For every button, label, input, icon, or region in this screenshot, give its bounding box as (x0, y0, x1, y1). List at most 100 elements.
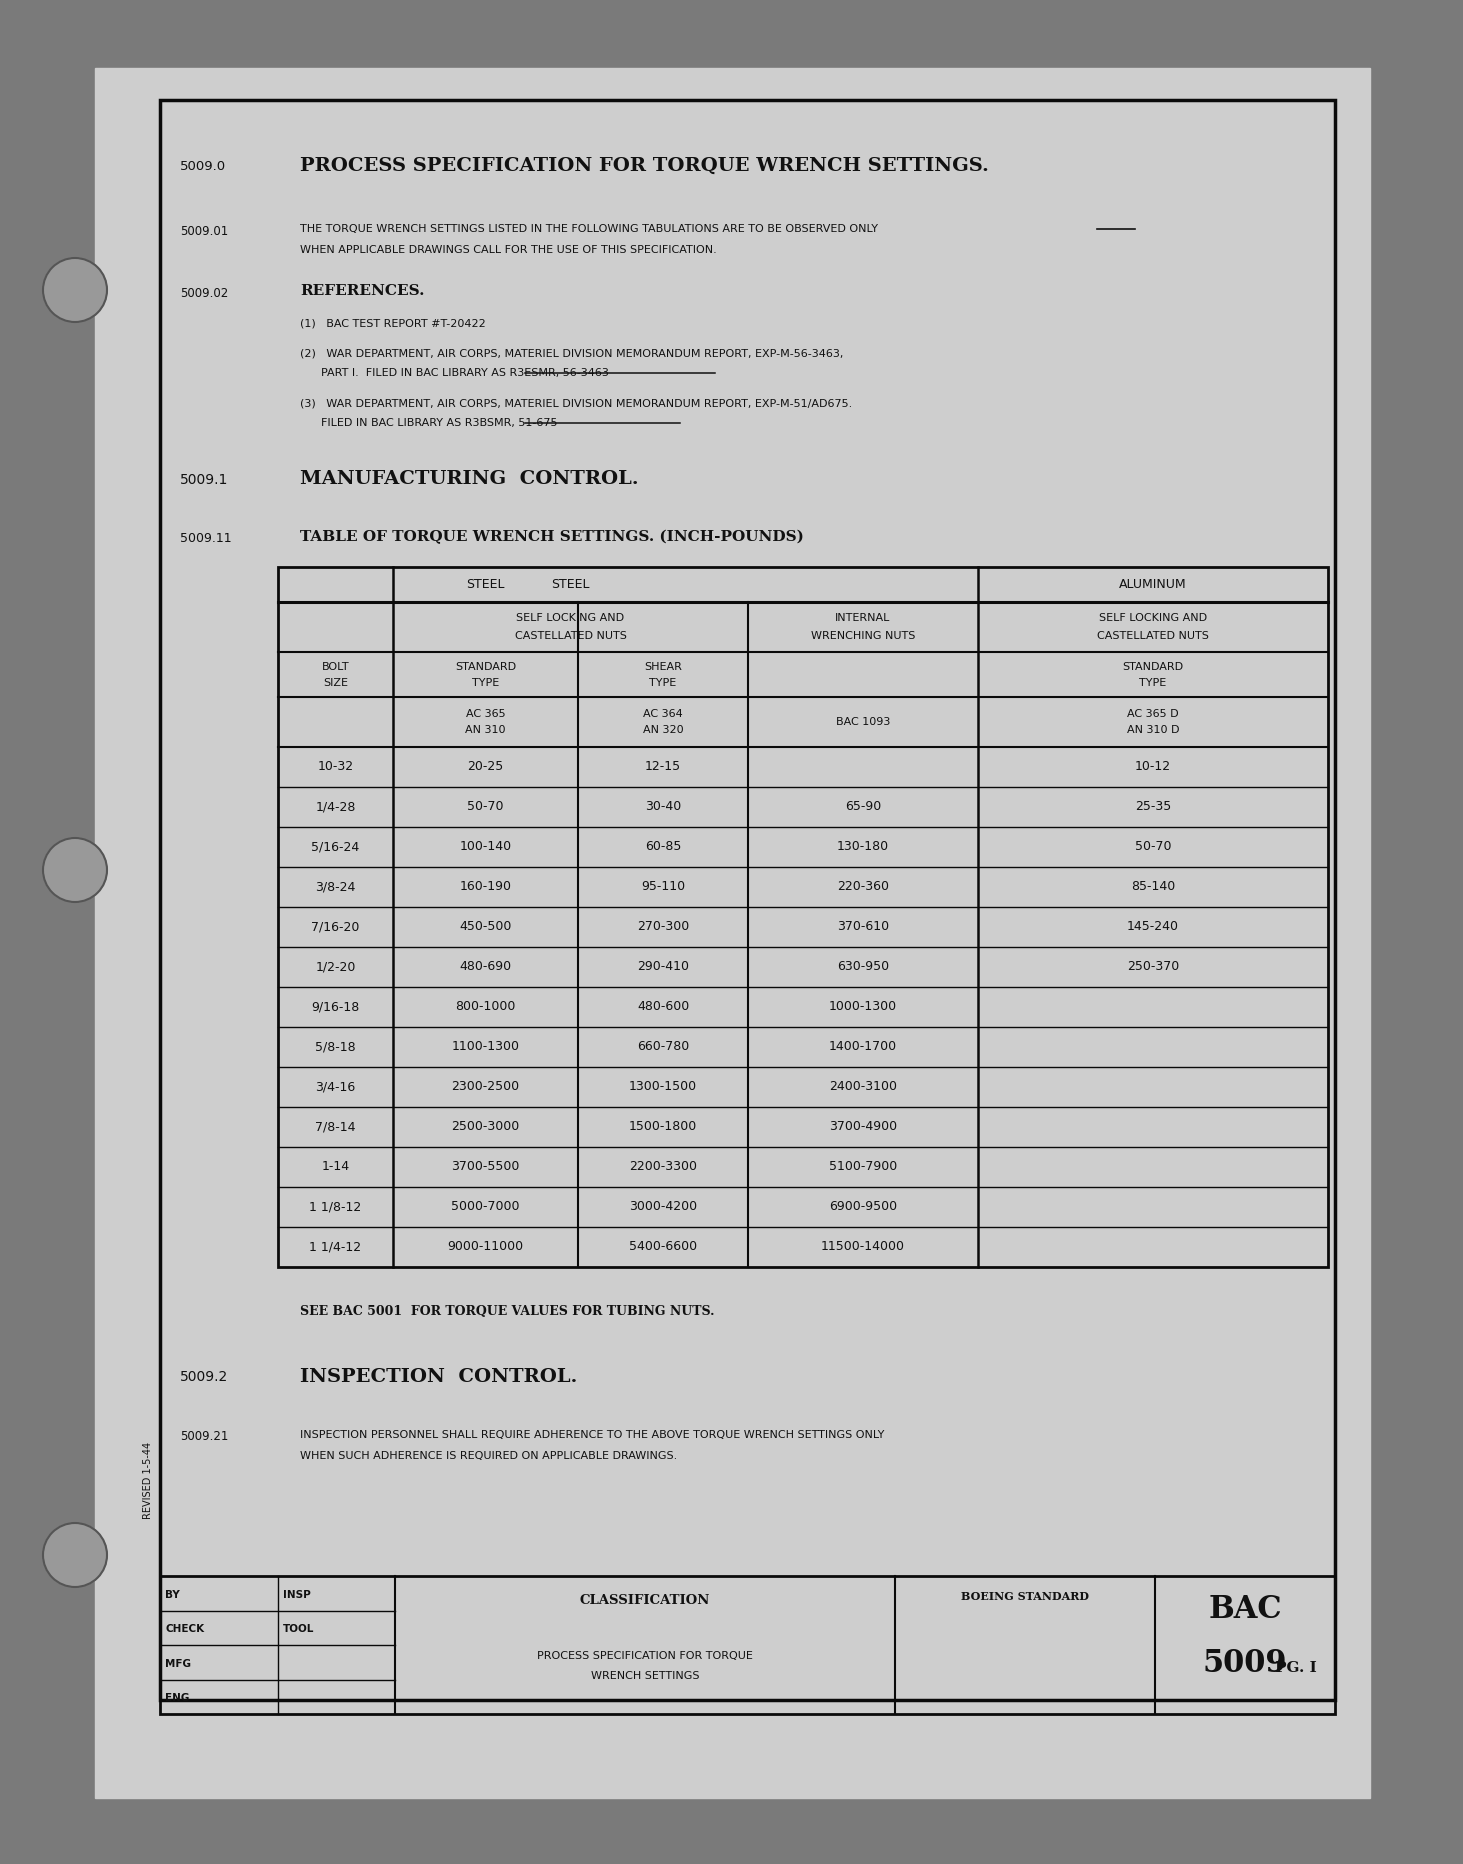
Bar (159, 1575, 1336, 1715)
Text: PROCESS SPECIFICATION FOR TORQUE WRENCH SETTINGS.: PROCESS SPECIFICATION FOR TORQUE WRENCH … (300, 157, 989, 175)
Text: 12-15: 12-15 (645, 761, 682, 774)
Text: TYPE: TYPE (473, 677, 499, 688)
Text: 270-300: 270-300 (636, 921, 689, 934)
Text: 1-14: 1-14 (322, 1161, 350, 1174)
Text: 85-140: 85-140 (1131, 880, 1175, 893)
Text: 660-780: 660-780 (636, 1040, 689, 1053)
Text: 5009.1: 5009.1 (180, 473, 228, 487)
Text: STANDARD: STANDARD (455, 662, 516, 671)
Text: BOEING STANDARD: BOEING STANDARD (961, 1592, 1088, 1601)
Text: CHECK: CHECK (165, 1624, 205, 1635)
Text: STEEL: STEEL (552, 578, 590, 591)
Text: MFG: MFG (165, 1659, 192, 1668)
Text: 5/8-18: 5/8-18 (315, 1040, 356, 1053)
Text: 480-600: 480-600 (636, 1001, 689, 1014)
Text: (3)   WAR DEPARTMENT, AIR CORPS, MATERIEL DIVISION MEMORANDUM REPORT, EXP-M-51/A: (3) WAR DEPARTMENT, AIR CORPS, MATERIEL … (300, 399, 853, 408)
Text: 160-190: 160-190 (459, 880, 512, 893)
Circle shape (42, 257, 107, 322)
Text: TYPE: TYPE (1140, 677, 1166, 688)
Text: TABLE OF TORQUE WRENCH SETTINGS. (INCH-POUNDS): TABLE OF TORQUE WRENCH SETTINGS. (INCH-P… (300, 529, 803, 544)
Text: 1 1/4-12: 1 1/4-12 (310, 1241, 361, 1253)
Text: SHEAR: SHEAR (644, 662, 682, 671)
Text: 5100-7900: 5100-7900 (830, 1161, 897, 1174)
Bar (159, 101, 1336, 1700)
Text: 3700-5500: 3700-5500 (451, 1161, 519, 1174)
Text: 5009.2: 5009.2 (180, 1370, 228, 1383)
Text: 145-240: 145-240 (1127, 921, 1179, 934)
Text: WHEN SUCH ADHERENCE IS REQUIRED ON APPLICABLE DRAWINGS.: WHEN SUCH ADHERENCE IS REQUIRED ON APPLI… (300, 1450, 677, 1461)
Text: 1000-1300: 1000-1300 (830, 1001, 897, 1014)
Text: ENG: ENG (165, 1693, 189, 1704)
Circle shape (42, 1523, 107, 1586)
Text: 50-70: 50-70 (467, 800, 503, 813)
Text: 50-70: 50-70 (1135, 841, 1172, 854)
Text: 25-35: 25-35 (1135, 800, 1170, 813)
Text: 2300-2500: 2300-2500 (452, 1081, 519, 1094)
Text: TOOL: TOOL (282, 1624, 315, 1635)
Text: 220-360: 220-360 (837, 880, 890, 893)
Bar (278, 567, 1328, 1268)
Text: THE TORQUE WRENCH SETTINGS LISTED IN THE FOLLOWING TABULATIONS ARE TO BE OBSERVE: THE TORQUE WRENCH SETTINGS LISTED IN THE… (300, 224, 878, 235)
Bar (95, 67, 1369, 1799)
Text: 9/16-18: 9/16-18 (312, 1001, 360, 1014)
Text: 5009.21: 5009.21 (180, 1430, 228, 1443)
Text: 5009.0: 5009.0 (180, 160, 227, 173)
Text: PG. I: PG. I (1274, 1661, 1317, 1676)
Text: AN 310: AN 310 (465, 725, 506, 734)
Text: 20-25: 20-25 (467, 761, 503, 774)
Text: INSP: INSP (282, 1590, 310, 1599)
Text: 3700-4900: 3700-4900 (830, 1120, 897, 1133)
Text: REVISED 1-5-44: REVISED 1-5-44 (143, 1441, 154, 1519)
Text: 3000-4200: 3000-4200 (629, 1200, 696, 1213)
Text: FILED IN BAC LIBRARY AS R3BSMR, 51-675: FILED IN BAC LIBRARY AS R3BSMR, 51-675 (300, 418, 557, 429)
Text: 1/2-20: 1/2-20 (316, 960, 356, 973)
Text: TYPE: TYPE (650, 677, 676, 688)
Text: 130-180: 130-180 (837, 841, 890, 854)
Text: 65-90: 65-90 (844, 800, 881, 813)
Text: 60-85: 60-85 (645, 841, 682, 854)
Text: 250-370: 250-370 (1127, 960, 1179, 973)
Text: INSPECTION PERSONNEL SHALL REQUIRE ADHERENCE TO THE ABOVE TORQUE WRENCH SETTINGS: INSPECTION PERSONNEL SHALL REQUIRE ADHER… (300, 1430, 884, 1441)
Text: 480-690: 480-690 (459, 960, 512, 973)
Text: 5000-7000: 5000-7000 (451, 1200, 519, 1213)
Text: 1400-1700: 1400-1700 (830, 1040, 897, 1053)
Text: 7/16-20: 7/16-20 (312, 921, 360, 934)
Text: AC 365 D: AC 365 D (1127, 708, 1179, 720)
Text: 800-1000: 800-1000 (455, 1001, 515, 1014)
Text: WRENCHING NUTS: WRENCHING NUTS (811, 632, 916, 641)
Text: BOLT: BOLT (322, 662, 350, 671)
Text: CASTELLATED NUTS: CASTELLATED NUTS (1097, 632, 1208, 641)
Text: 95-110: 95-110 (641, 880, 685, 893)
Text: 10-12: 10-12 (1135, 761, 1170, 774)
Text: REFERENCES.: REFERENCES. (300, 283, 424, 298)
Text: INSPECTION  CONTROL.: INSPECTION CONTROL. (300, 1368, 578, 1387)
Text: SELF LOCKING AND: SELF LOCKING AND (1099, 613, 1207, 623)
Text: 9000-11000: 9000-11000 (448, 1241, 524, 1253)
Text: (1)   BAC TEST REPORT #T-20422: (1) BAC TEST REPORT #T-20422 (300, 319, 486, 328)
Text: 5009.01: 5009.01 (180, 226, 228, 239)
Text: BAC: BAC (1208, 1594, 1282, 1625)
Text: 2200-3300: 2200-3300 (629, 1161, 696, 1174)
Circle shape (42, 839, 107, 902)
Text: CASTELLATED NUTS: CASTELLATED NUTS (515, 632, 626, 641)
Text: 5009.02: 5009.02 (180, 287, 228, 300)
Text: AN 320: AN 320 (642, 725, 683, 734)
Text: WRENCH SETTINGS: WRENCH SETTINGS (591, 1670, 699, 1681)
Text: 2400-3100: 2400-3100 (830, 1081, 897, 1094)
Text: PART I.  FILED IN BAC LIBRARY AS R3ESMR, 56-3463: PART I. FILED IN BAC LIBRARY AS R3ESMR, … (300, 367, 609, 378)
Text: ALUMINUM: ALUMINUM (1119, 578, 1186, 591)
Text: 290-410: 290-410 (636, 960, 689, 973)
Text: STEEL: STEEL (467, 578, 505, 591)
Text: 1100-1300: 1100-1300 (452, 1040, 519, 1053)
Text: 5400-6600: 5400-6600 (629, 1241, 696, 1253)
Text: 5009.11: 5009.11 (180, 531, 231, 544)
Text: 6900-9500: 6900-9500 (830, 1200, 897, 1213)
Text: (2)   WAR DEPARTMENT, AIR CORPS, MATERIEL DIVISION MEMORANDUM REPORT, EXP-M-56-3: (2) WAR DEPARTMENT, AIR CORPS, MATERIEL … (300, 349, 843, 358)
Text: STANDARD: STANDARD (1122, 662, 1184, 671)
Text: BY: BY (165, 1590, 180, 1599)
Text: 5009: 5009 (1203, 1648, 1287, 1679)
Text: AC 364: AC 364 (644, 708, 683, 720)
Text: 450-500: 450-500 (459, 921, 512, 934)
Text: 11500-14000: 11500-14000 (821, 1241, 906, 1253)
Text: 3/4-16: 3/4-16 (316, 1081, 356, 1094)
